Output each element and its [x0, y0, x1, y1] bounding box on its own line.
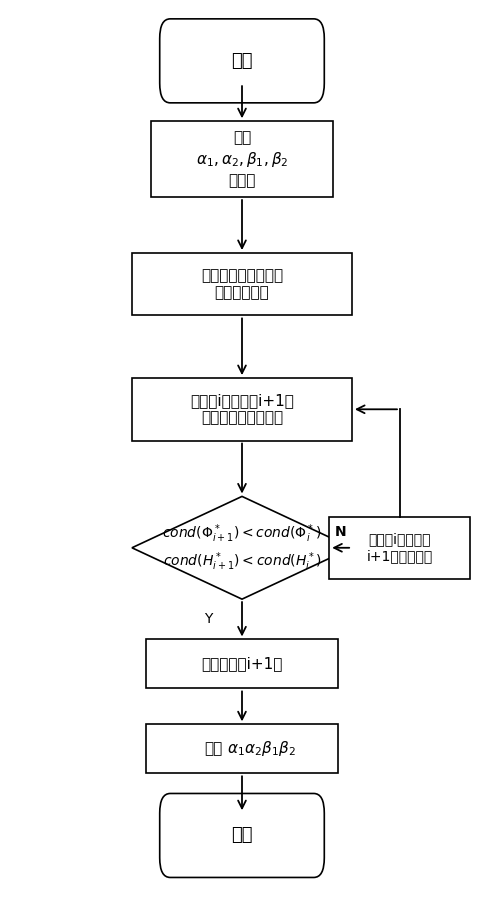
Text: 记录当前的i+1值: 记录当前的i+1值 [201, 656, 283, 672]
Text: 设置: 设置 [233, 130, 251, 146]
Polygon shape [132, 496, 352, 599]
Text: 交换第i时刻与第: 交换第i时刻与第 [369, 532, 431, 546]
Text: $cond(H^*_{i+1}) < cond(H^*_i)$: $cond(H^*_{i+1}) < cond(H^*_i)$ [163, 551, 321, 574]
Text: 刻融合后矩阵条件数: 刻融合后矩阵条件数 [201, 411, 283, 425]
Text: 开始: 开始 [231, 52, 253, 70]
Text: 计算第i时刻与第i+1时: 计算第i时刻与第i+1时 [190, 393, 294, 408]
Bar [329, 517, 470, 579]
Text: 矩阵的条件数: 矩阵的条件数 [214, 286, 270, 300]
Bar [132, 378, 352, 441]
Text: 输出: 输出 [204, 742, 223, 756]
Bar [146, 725, 338, 773]
Text: 结束: 结束 [231, 826, 253, 844]
Bar [132, 253, 352, 316]
Text: $\alpha_1\alpha_2\beta_1\beta_2$: $\alpha_1\alpha_2\beta_1\beta_2$ [227, 739, 296, 758]
Bar [151, 121, 333, 197]
Text: $cond(\Phi^*_{i+1}) < cond(\Phi^*_i)$: $cond(\Phi^*_{i+1}) < cond(\Phi^*_i)$ [162, 522, 322, 545]
Text: Y: Y [204, 612, 212, 627]
Text: 初始值: 初始值 [228, 173, 256, 188]
Bar [146, 639, 338, 689]
Text: N: N [335, 525, 347, 539]
FancyBboxPatch shape [160, 794, 324, 877]
Text: 计算初始时刻融合后: 计算初始时刻融合后 [201, 268, 283, 283]
Text: $\alpha_1, \alpha_2, \beta_1, \beta_2$: $\alpha_1, \alpha_2, \beta_1, \beta_2$ [196, 149, 288, 169]
FancyBboxPatch shape [160, 19, 324, 102]
Text: i+1时刻条件数: i+1时刻条件数 [367, 549, 433, 564]
